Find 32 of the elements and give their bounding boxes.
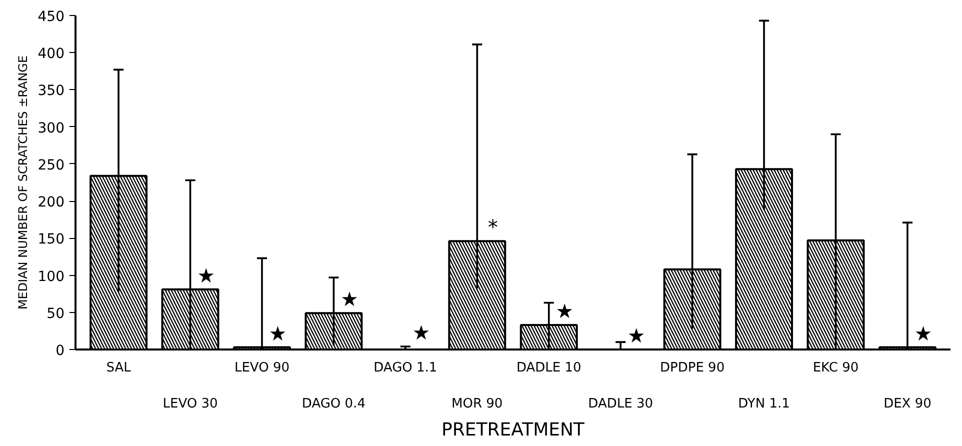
y-tick-label: 450: [38, 9, 65, 25]
x-tick-label: DPDPE 90: [660, 360, 725, 376]
annotation: ★: [556, 299, 574, 324]
y-tick-label: 0: [56, 343, 65, 359]
x-axis-title: PRETREATMENT: [442, 420, 586, 440]
x-tick-label: DADLE 10: [516, 360, 582, 376]
y-tick-label: 150: [38, 232, 65, 248]
y-tick-label: 350: [38, 83, 65, 100]
annotation: ★: [914, 321, 932, 346]
annotation: ★: [268, 321, 287, 346]
y-tick-label: 100: [38, 268, 65, 285]
y-tick-label: 400: [38, 46, 65, 62]
x-tick-label: LEVO 30: [162, 396, 218, 412]
y-tick-label: 200: [38, 194, 65, 211]
x-tick-label: DADLE 30: [588, 396, 653, 412]
annotation: ★: [340, 287, 358, 312]
annotation: ★: [627, 324, 646, 348]
x-tick-label: SAL: [106, 360, 132, 376]
y-axis-title: MEDIAN NUMBER OF SCRATCHES ±RANGE: [16, 55, 30, 310]
x-tick-label: MOR 90: [452, 396, 503, 412]
x-tick-label: DAGO 0.4: [302, 396, 366, 412]
x-tick-label: EKC 90: [812, 360, 859, 376]
annotation: ★: [197, 263, 216, 288]
x-tick-label: DYN 1.1: [738, 396, 790, 412]
x-tick-label: LEVO 90: [234, 360, 290, 376]
x-tick-label: DAGO 1.1: [374, 360, 438, 376]
y-tick-label: 50: [46, 306, 65, 322]
y-tick-label: 250: [38, 157, 65, 174]
x-tick-label: DEX 90: [884, 396, 932, 412]
annotation: *: [488, 215, 498, 240]
y-tick-label: 300: [38, 120, 65, 136]
annotation: ★: [412, 320, 430, 345]
